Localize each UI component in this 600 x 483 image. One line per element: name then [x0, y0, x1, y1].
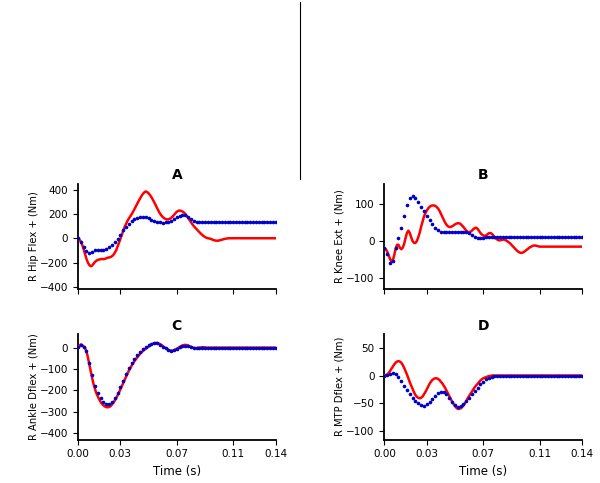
X-axis label: Time (s): Time (s): [459, 465, 507, 478]
Y-axis label: R Knee Ext + (Nm): R Knee Ext + (Nm): [335, 189, 345, 284]
Title: A: A: [172, 169, 182, 183]
Y-axis label: R Hip Flex + (Nm): R Hip Flex + (Nm): [29, 192, 38, 281]
Y-axis label: R MTP Dflex + (Nm): R MTP Dflex + (Nm): [335, 337, 345, 436]
Title: D: D: [478, 319, 489, 333]
Y-axis label: R Ankle Dflex + (Nm): R Ankle Dflex + (Nm): [29, 333, 38, 440]
Title: C: C: [172, 319, 182, 333]
Title: B: B: [478, 169, 488, 183]
X-axis label: Time (s): Time (s): [153, 465, 201, 478]
